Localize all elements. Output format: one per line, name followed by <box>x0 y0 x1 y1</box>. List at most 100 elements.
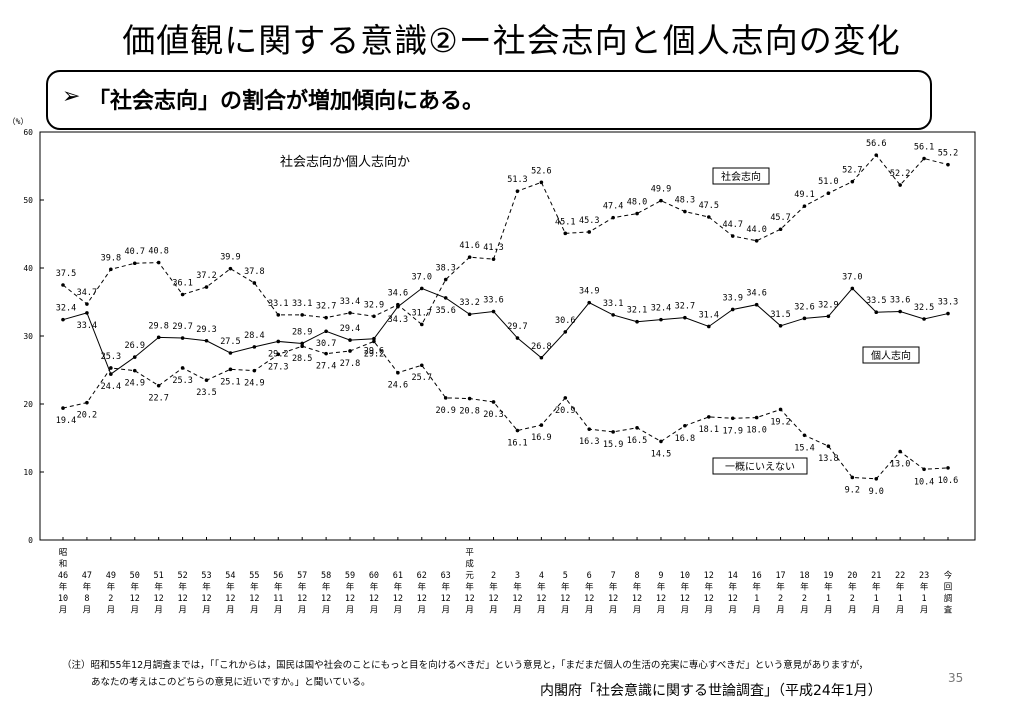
data-point <box>132 355 137 359</box>
data-label: 34.6 <box>388 289 408 299</box>
data-point <box>611 215 615 220</box>
data-point <box>778 407 783 412</box>
data-point <box>683 423 687 428</box>
x-tick-label: 22 年 1 月 <box>895 571 905 616</box>
data-label: 52.7 <box>842 166 862 176</box>
data-point <box>419 322 424 327</box>
data-point <box>754 415 759 420</box>
data-label: 41.6 <box>459 241 479 251</box>
data-point <box>754 239 759 243</box>
data-label: 29.8 <box>148 321 168 331</box>
data-point <box>515 189 520 193</box>
data-point <box>443 396 448 400</box>
data-point <box>826 444 831 448</box>
x-tick-label: 今回調査 <box>944 570 953 616</box>
data-label: 24.9 <box>244 379 264 389</box>
data-point <box>874 153 879 157</box>
x-tick-label: 9 年 12 月 <box>656 571 666 616</box>
data-label: 32.6 <box>794 302 814 312</box>
data-label: 16.3 <box>579 437 599 447</box>
data-label: 29.3 <box>196 325 216 335</box>
x-tick-label: 18 年 2 月 <box>799 571 809 616</box>
data-label: 47.5 <box>699 201 719 211</box>
data-label: 36.1 <box>172 279 192 289</box>
x-tick-label: 7 年 12 月 <box>608 571 618 616</box>
data-label: 16.1 <box>507 439 527 449</box>
data-point <box>611 313 615 317</box>
data-label: 38.3 <box>435 264 455 274</box>
y-tick-label: 40 <box>23 264 33 273</box>
data-point <box>204 285 209 289</box>
data-label: 24.6 <box>388 381 408 391</box>
data-point <box>228 266 233 271</box>
y-tick-label: 60 <box>23 128 33 137</box>
data-point <box>61 406 65 410</box>
y-tick-label: 10 <box>23 468 33 477</box>
data-point <box>898 309 902 314</box>
data-point <box>372 336 376 341</box>
data-point <box>419 363 424 368</box>
x-tick-label: 60 年 12 月 <box>369 571 379 616</box>
x-tick-label: 47 年 8 月 <box>82 571 92 616</box>
data-point <box>180 336 185 340</box>
data-point <box>252 368 257 373</box>
data-label: 32.9 <box>364 300 384 310</box>
data-label: 33.6 <box>483 296 503 306</box>
data-label: 56.1 <box>914 143 934 153</box>
data-label: 32.7 <box>675 302 695 312</box>
data-label: 15.4 <box>794 443 814 453</box>
source-citation: 内閣府「社会意識に関する世論調査」（平成24年1月） <box>540 683 882 699</box>
x-tick-label: 54 年 12 月 <box>225 571 235 616</box>
data-label: 40.7 <box>125 247 145 257</box>
data-point <box>372 339 376 344</box>
data-label: 14.5 <box>651 449 671 459</box>
data-point <box>491 309 496 314</box>
data-label: 10.6 <box>938 476 958 486</box>
data-label: 52.6 <box>531 166 551 176</box>
data-point <box>635 426 639 430</box>
data-label: 45.3 <box>579 216 599 226</box>
data-label: 49.9 <box>651 185 671 195</box>
data-label: 34.3 <box>388 315 408 325</box>
data-label: 31.5 <box>770 310 790 320</box>
data-point <box>850 286 855 291</box>
data-label: 48.3 <box>675 196 695 206</box>
data-label: 27.5 <box>220 337 240 347</box>
data-point <box>156 260 161 265</box>
x-tick-label: 5 年 12 月 <box>560 571 570 616</box>
data-label: 15.9 <box>603 440 623 450</box>
legend-label: 社会志向 <box>721 170 761 183</box>
data-point <box>85 400 89 405</box>
x-tick-label: 61 年 12 月 <box>393 571 403 616</box>
data-point <box>587 427 592 431</box>
data-point <box>922 317 926 321</box>
data-label: 32.5 <box>914 303 934 313</box>
x-tick-label: 6 年 12 月 <box>584 571 594 616</box>
data-label: 45.1 <box>555 217 575 227</box>
x-tick-label: 57 年 12 月 <box>297 571 307 616</box>
data-label: 18.0 <box>746 426 766 436</box>
data-label: 26.9 <box>125 341 145 351</box>
data-point <box>228 351 233 355</box>
x-tick-label: 53 年 12 月 <box>201 571 211 616</box>
data-point <box>778 324 783 328</box>
data-label: 33.4 <box>340 297 360 307</box>
data-label: 51.3 <box>507 175 527 185</box>
data-point <box>850 475 855 480</box>
data-label: 16.9 <box>531 433 551 443</box>
data-point <box>156 335 161 340</box>
x-tick-label: 58 年 12 月 <box>321 571 331 616</box>
data-point <box>300 313 304 317</box>
data-point <box>707 415 711 419</box>
data-point <box>132 261 137 266</box>
y-tick-label: 50 <box>23 196 33 205</box>
data-point <box>180 292 185 297</box>
chart-title: 社会志向か個人志向か <box>280 154 410 170</box>
data-point <box>515 336 520 340</box>
x-tick-label: 昭和 46 年 10 月 <box>58 548 68 616</box>
data-point <box>683 315 687 320</box>
data-point <box>563 396 568 400</box>
series-line-social <box>62 154 949 326</box>
data-label: 44.0 <box>746 225 766 235</box>
data-label: 20.3 <box>483 410 503 420</box>
